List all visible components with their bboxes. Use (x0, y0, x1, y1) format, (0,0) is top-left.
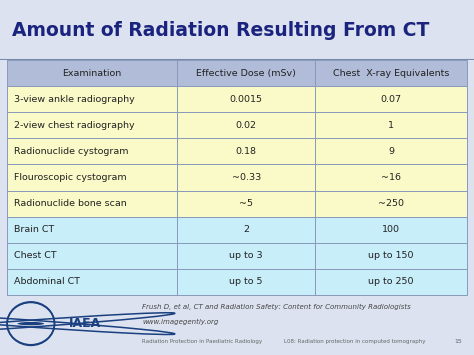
Text: 1: 1 (388, 121, 394, 130)
Text: 2: 2 (243, 225, 249, 234)
Bar (7, 164, 177, 191)
Text: 2-view chest radiography: 2-view chest radiography (14, 121, 135, 130)
Bar (177, 60, 315, 86)
Text: 9: 9 (388, 147, 394, 156)
Text: ~0.33: ~0.33 (232, 173, 261, 182)
Text: Brain CT: Brain CT (14, 225, 54, 234)
Text: 0.0015: 0.0015 (230, 95, 263, 104)
Bar (177, 269, 315, 295)
Bar (315, 138, 467, 164)
Text: Flouroscopic cystogram: Flouroscopic cystogram (14, 173, 127, 182)
Text: Amount of Radiation Resulting From CT: Amount of Radiation Resulting From CT (12, 21, 429, 40)
Bar (315, 242, 467, 269)
Text: www.imagegently.org: www.imagegently.org (142, 319, 219, 325)
Bar (315, 164, 467, 191)
Bar (315, 60, 467, 86)
Text: ~5: ~5 (239, 199, 253, 208)
Bar (315, 86, 467, 113)
Bar (315, 269, 467, 295)
Text: 100: 100 (382, 225, 400, 234)
Bar (177, 191, 315, 217)
Bar (7, 191, 177, 217)
Text: ~16: ~16 (381, 173, 401, 182)
Bar (7, 242, 177, 269)
Circle shape (18, 322, 44, 325)
Text: L08: Radiation protection in computed tomography: L08: Radiation protection in computed to… (284, 339, 426, 344)
Text: ~250: ~250 (378, 199, 404, 208)
Text: up to 150: up to 150 (368, 251, 414, 260)
Bar (315, 217, 467, 242)
Bar (177, 217, 315, 242)
Bar (7, 269, 177, 295)
Text: 3-view ankle radiography: 3-view ankle radiography (14, 95, 135, 104)
Text: Radionuclide bone scan: Radionuclide bone scan (14, 199, 127, 208)
Text: 15: 15 (455, 339, 462, 344)
Bar (177, 164, 315, 191)
Bar (177, 86, 315, 113)
Text: Frush D, et al, CT and Radiation Safety: Content for Community Radiologists: Frush D, et al, CT and Radiation Safety:… (142, 304, 411, 310)
Text: Effective Dose (mSv): Effective Dose (mSv) (196, 69, 296, 78)
Text: up to 3: up to 3 (229, 251, 263, 260)
Bar (7, 60, 177, 86)
Text: Radionuclide cystogram: Radionuclide cystogram (14, 147, 128, 156)
Bar (7, 86, 177, 113)
Bar (7, 138, 177, 164)
Text: up to 250: up to 250 (368, 277, 414, 286)
Text: Chest CT: Chest CT (14, 251, 56, 260)
Bar (7, 113, 177, 138)
Bar (315, 191, 467, 217)
Bar (177, 242, 315, 269)
Bar (177, 113, 315, 138)
Text: 0.07: 0.07 (381, 95, 401, 104)
Text: up to 5: up to 5 (229, 277, 263, 286)
Text: 0.02: 0.02 (236, 121, 257, 130)
Bar (177, 138, 315, 164)
Bar (315, 113, 467, 138)
Bar (7, 217, 177, 242)
Text: Abdominal CT: Abdominal CT (14, 277, 80, 286)
Text: IAEA: IAEA (69, 317, 101, 330)
Text: Radiation Protection in Paediatric Radiology: Radiation Protection in Paediatric Radio… (142, 339, 262, 344)
Text: 0.18: 0.18 (236, 147, 257, 156)
Text: Examination: Examination (63, 69, 122, 78)
Text: Chest  X-ray Equivalents: Chest X-ray Equivalents (333, 69, 449, 78)
